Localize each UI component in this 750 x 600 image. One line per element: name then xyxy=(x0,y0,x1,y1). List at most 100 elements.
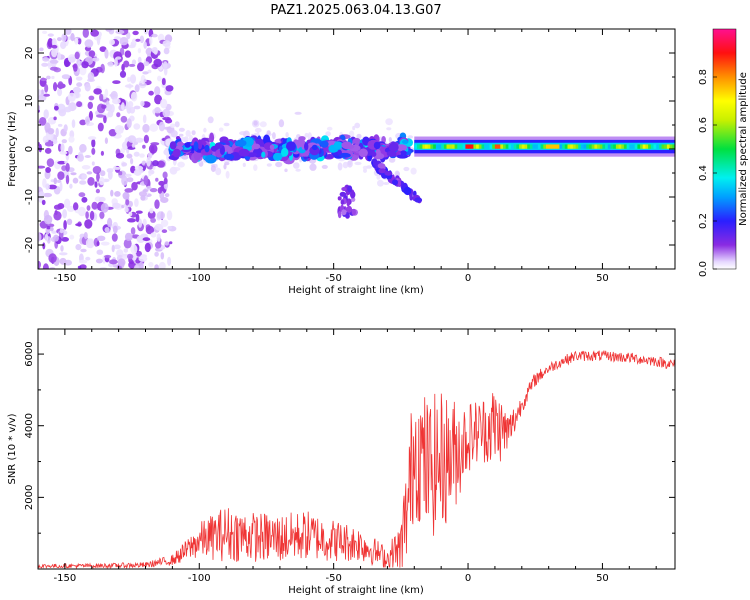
noise-blob xyxy=(99,93,104,102)
noise-blob xyxy=(128,211,133,217)
colorbar-tick-label: 0.2 xyxy=(698,213,709,229)
noise-blob xyxy=(56,179,62,183)
y-tick-label: 20 xyxy=(24,47,35,60)
noise-blob xyxy=(115,152,125,159)
noise-blob xyxy=(154,251,159,257)
noise-blob xyxy=(74,37,79,45)
halo-blob xyxy=(407,135,414,139)
noise-blob xyxy=(75,223,82,227)
carrier-core xyxy=(435,144,439,149)
noise-blob xyxy=(123,60,130,68)
noise-blob xyxy=(155,241,162,249)
noise-blob xyxy=(63,124,68,132)
halo-blob xyxy=(180,136,187,143)
carrier-core xyxy=(451,144,455,149)
halo-blob xyxy=(170,123,176,129)
branch-blob xyxy=(392,179,398,186)
noise-blob xyxy=(46,158,55,168)
halo-blob xyxy=(272,132,276,140)
noise-blob xyxy=(88,95,95,101)
carrier-core xyxy=(468,144,472,149)
halo-blob xyxy=(388,157,396,163)
halo-blob xyxy=(383,182,390,185)
band-blob xyxy=(204,144,210,153)
carrier-core xyxy=(580,144,584,149)
noise-blob xyxy=(114,191,121,197)
noise-blob xyxy=(47,33,54,37)
carrier-core xyxy=(578,144,582,149)
halo-blob xyxy=(293,162,300,169)
noise-blob xyxy=(135,210,143,214)
halo-blob xyxy=(266,130,271,136)
noise-blob xyxy=(134,137,144,143)
colorbar-tick-label: 0.4 xyxy=(698,165,709,181)
y-tick-label: 2000 xyxy=(24,485,35,510)
carrier-core xyxy=(543,144,547,149)
carrier-core xyxy=(462,144,466,149)
noise-blob xyxy=(53,204,62,210)
noise-blob xyxy=(167,226,172,230)
y-tick-label: 0 xyxy=(24,146,35,152)
noise-blob xyxy=(137,62,145,72)
noise-blob xyxy=(46,75,51,80)
carrier-core xyxy=(481,144,485,149)
noise-blob xyxy=(87,101,94,110)
carrier-core xyxy=(443,144,447,149)
branch-blob xyxy=(372,159,377,166)
noise-blob xyxy=(131,38,137,44)
noise-blob xyxy=(147,210,156,220)
band-blob xyxy=(373,141,381,150)
branch-blob xyxy=(339,191,347,197)
noise-blob xyxy=(44,147,52,154)
noise-blob xyxy=(126,31,131,40)
noise-blob xyxy=(98,176,105,186)
halo-blob xyxy=(386,127,392,131)
noise-blob xyxy=(142,218,147,228)
noise-blob xyxy=(143,78,147,83)
carrier-core xyxy=(417,144,421,149)
noise-blob xyxy=(64,29,72,35)
noise-blob xyxy=(59,151,68,155)
noise-blob xyxy=(142,123,150,133)
halo-blob xyxy=(259,121,267,128)
noise-blob xyxy=(92,166,102,174)
noise-blob xyxy=(96,35,101,46)
noise-blob xyxy=(112,166,121,170)
carrier-core xyxy=(621,144,625,149)
carrier-core xyxy=(640,144,644,149)
noise-blob xyxy=(91,161,95,166)
carrier-core xyxy=(414,144,418,149)
noise-blob xyxy=(157,187,163,194)
carrier-core xyxy=(524,144,528,149)
carrier-core xyxy=(470,144,474,149)
noise-blob xyxy=(100,202,109,213)
noise-blob xyxy=(145,225,155,235)
carrier-core xyxy=(653,144,657,149)
noise-blob xyxy=(109,259,118,265)
noise-blob xyxy=(138,191,148,197)
noise-blob xyxy=(43,93,50,97)
noise-blob xyxy=(93,88,102,95)
noise-blob xyxy=(74,209,84,214)
carrier-core xyxy=(454,144,458,149)
halo-blob xyxy=(207,116,214,124)
noise-blob xyxy=(164,241,170,246)
noise-blob xyxy=(81,165,91,170)
y-tick-label: -10 xyxy=(24,189,35,205)
noise-blob xyxy=(42,263,49,269)
branch-blob xyxy=(340,199,345,205)
noise-blob xyxy=(57,37,62,42)
band-blob xyxy=(304,142,309,151)
noise-blob xyxy=(152,166,156,170)
noise-blob xyxy=(139,35,145,44)
noise-blob xyxy=(51,75,55,80)
noise-blob xyxy=(53,177,58,185)
band-blob xyxy=(269,144,275,150)
carrier-core xyxy=(546,144,550,149)
noise-blob xyxy=(87,177,95,186)
noise-blob xyxy=(38,260,41,269)
band-blob xyxy=(311,144,318,151)
noise-blob xyxy=(97,235,106,241)
x-tick-label: 50 xyxy=(596,573,609,584)
noise-blob xyxy=(147,69,152,74)
